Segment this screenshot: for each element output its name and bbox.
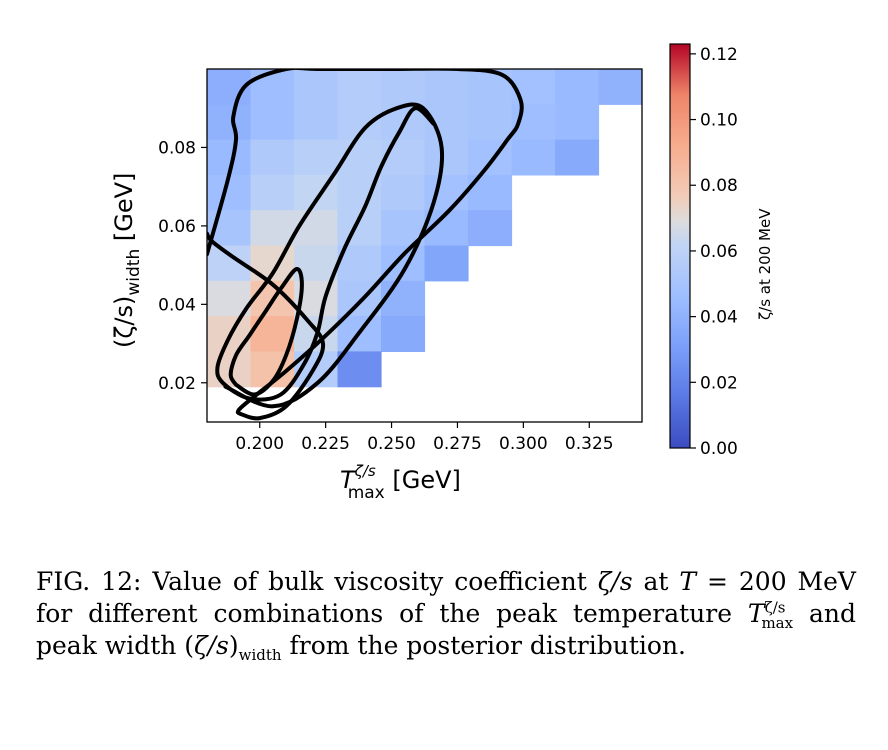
colorbar-tick-label: 0.06 xyxy=(700,242,738,262)
colorbar-tick-label: 0.02 xyxy=(700,373,738,393)
heatmap-cell xyxy=(294,210,339,247)
y-tick-label: 0.04 xyxy=(158,295,196,315)
heatmap-cell xyxy=(294,139,339,176)
heatmap-cell xyxy=(424,245,469,282)
y-tick-label: 0.02 xyxy=(158,374,196,394)
heatmap-cell xyxy=(207,104,252,141)
heatmap-cell xyxy=(294,104,339,141)
heatmap-cell xyxy=(555,139,600,176)
plot-frame xyxy=(206,68,643,423)
contour-middle xyxy=(215,102,445,409)
heatmap-cell xyxy=(468,210,513,247)
heatmap-cell xyxy=(381,280,426,317)
heatmap-cell xyxy=(250,174,295,211)
x-tick-label: 0.200 xyxy=(235,434,284,454)
heatmap-cell xyxy=(381,174,426,211)
heatmap-cell xyxy=(424,139,469,176)
colorbar-label: ζ/s at 200 MeV xyxy=(756,208,774,320)
y-axis-label: (ζ/s)width [GeV] xyxy=(110,173,144,348)
heatmap-cell xyxy=(250,210,295,247)
heatmap-cell xyxy=(381,316,426,352)
colorbar-tick-label: 0.10 xyxy=(700,111,738,131)
heatmap-cell xyxy=(337,69,382,105)
heatmap-cell xyxy=(381,139,426,176)
heatmap-cell xyxy=(250,104,295,141)
heatmap-cell xyxy=(598,69,642,105)
colorbar-tick-label: 0.04 xyxy=(700,308,738,328)
colorbar-tick-label: 0.00 xyxy=(700,439,738,459)
x-axis-ticks: 0.200 0.225 0.250 0.275 0.300 0.325 xyxy=(235,422,614,454)
heatmap-cell xyxy=(250,139,295,176)
heatmap-cell xyxy=(250,69,295,105)
heatmap-cell xyxy=(511,139,556,176)
colorbar-tick-label: 0.08 xyxy=(700,176,738,196)
heatmap-cell xyxy=(294,69,339,105)
y-tick-label: 0.06 xyxy=(158,217,196,237)
heatmap-cell xyxy=(337,351,382,388)
x-axis-label: Tζ/s max [GeV] xyxy=(340,462,461,503)
caption-label: FIG. 12: xyxy=(36,567,142,596)
contour-inner xyxy=(228,267,304,397)
figure: 0.200 0.225 0.250 0.275 0.300 0.325 0.020.040… xyxy=(110,43,774,503)
colorbar-tick-label: 0.12 xyxy=(700,45,738,65)
y-axis-ticks: 0.02 0.04 0.06 0.08 xyxy=(158,138,207,394)
heatmap-cell xyxy=(468,104,513,141)
x-tick-label: 0.225 xyxy=(301,434,350,454)
x-tick-label: 0.300 xyxy=(499,434,548,454)
heatmap-cell xyxy=(381,245,426,282)
heatmap-cell xyxy=(468,69,513,105)
heatmap-cell xyxy=(207,351,252,388)
heatmap-cell xyxy=(555,69,600,105)
x-tick-label: 0.275 xyxy=(433,434,482,454)
x-tick-label: 0.250 xyxy=(367,434,416,454)
colorbar xyxy=(669,43,691,449)
heatmap-cell xyxy=(424,69,469,105)
x-tick-label: 0.325 xyxy=(565,434,614,454)
heatmap-cell xyxy=(381,69,426,105)
figure-caption: FIG. 12: Value of bulk viscosity coeffic… xyxy=(36,567,856,664)
colorbar-ticks: 0.00 0.02 0.04 0.06 0.08 0.10 0.12 xyxy=(690,45,738,459)
heatmap-cell xyxy=(511,69,556,105)
heatmap-cell xyxy=(555,104,600,141)
y-tick-label: 0.08 xyxy=(158,138,196,158)
